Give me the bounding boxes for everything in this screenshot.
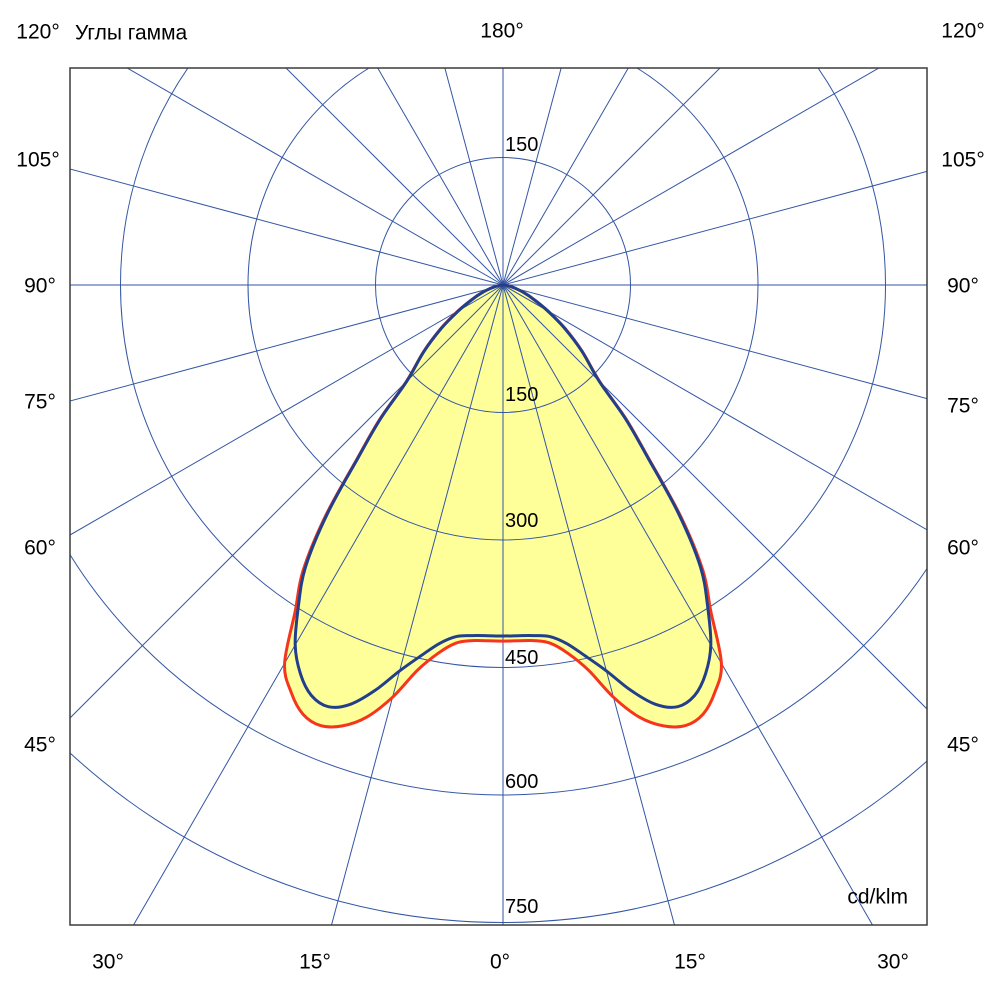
- gamma-label-top-180: 180°: [480, 19, 524, 43]
- radial-tick-150: 150: [505, 384, 539, 406]
- chart-title: Углы гамма: [75, 21, 188, 45]
- grid-ray: [502, 68, 562, 286]
- gamma-label-right-45: 45°: [947, 733, 979, 757]
- unit-label: cd/klm: [847, 885, 908, 909]
- gamma-label-left-45: 45°: [24, 733, 56, 757]
- grid-circle: [247, 68, 759, 541]
- radial-tick-750: 750: [505, 896, 539, 918]
- grid-ray: [502, 68, 880, 286]
- gamma-label-bottom-0: 0°: [489, 950, 511, 974]
- gamma-label-left-75: 75°: [24, 390, 56, 414]
- grid-ray: [502, 284, 927, 710]
- grid-ray: [444, 68, 504, 286]
- radial-tick-450: 450: [505, 647, 539, 669]
- blue-curve: [293, 283, 713, 709]
- grid-ray: [70, 168, 504, 286]
- grid-ray: [132, 284, 504, 925]
- grid-ray: [502, 284, 927, 531]
- gamma-label-top-left-120: 120°: [16, 20, 60, 44]
- radial-tick-300: 300: [505, 510, 539, 532]
- grid-ray: [502, 170, 927, 286]
- gamma-label-right-75: 75°: [947, 394, 979, 418]
- grid-ray: [502, 284, 676, 925]
- plot-border: [69, 67, 928, 926]
- radial-tick-600: 600: [505, 771, 539, 793]
- grid-circle: [375, 157, 631, 413]
- grid-ray: [70, 284, 504, 536]
- grid-circle: [70, 553, 927, 796]
- radial-tick-150-upper: 150: [505, 134, 539, 156]
- grid-ray: [377, 68, 504, 286]
- gamma-label-right-60: 60°: [947, 536, 979, 560]
- gamma-label-bottom-30-right: 30°: [877, 950, 909, 974]
- gamma-label-left-60: 60°: [24, 536, 56, 560]
- grid-ray: [70, 284, 504, 719]
- gamma-label-top-right-120: 120°: [941, 19, 985, 43]
- grid-ray: [502, 68, 629, 286]
- grid-ray: [70, 284, 504, 402]
- gamma-label-right-105: 105°: [941, 148, 985, 172]
- grid-ray: [502, 68, 721, 286]
- gamma-label-left-90: 90°: [24, 274, 56, 298]
- grid-circle: [70, 751, 927, 923]
- grid-ray: [330, 284, 504, 925]
- grid-ray: [502, 284, 927, 400]
- gamma-label-left-105: 105°: [16, 148, 60, 172]
- grid-ray: [126, 68, 504, 286]
- grid-circle: [120, 68, 886, 668]
- gamma-label-bottom-30-left: 30°: [92, 950, 124, 974]
- gamma-label-bottom-15-left: 15°: [299, 950, 331, 974]
- gamma-label-right-90: 90°: [947, 274, 979, 298]
- grid-ray: [285, 68, 504, 286]
- gamma-label-bottom-15-right: 15°: [674, 950, 706, 974]
- grid-ray: [502, 284, 874, 925]
